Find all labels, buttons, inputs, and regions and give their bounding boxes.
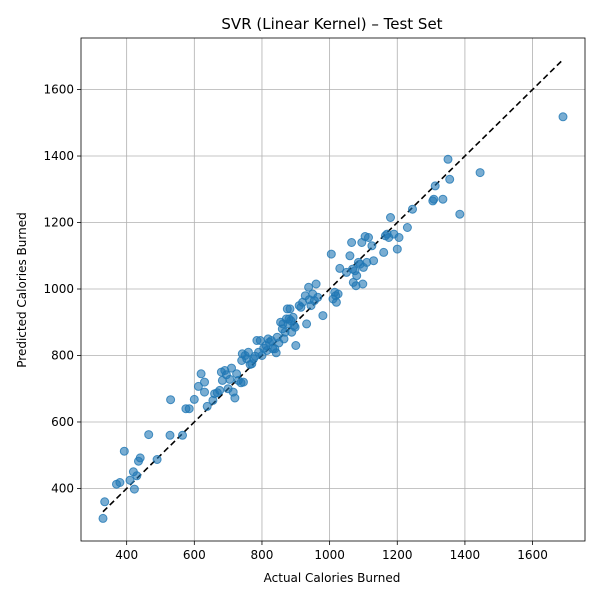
data-point: [445, 174, 455, 184]
data-point: [227, 363, 236, 373]
x-tick-label: 800: [251, 548, 274, 562]
y-tick-label: 1200: [43, 216, 74, 230]
x-tick-label: 600: [183, 548, 206, 562]
data-point: [230, 393, 240, 403]
data-point: [408, 204, 417, 214]
data-point: [352, 271, 362, 281]
data-point: [271, 348, 281, 358]
x-tick-label: 1400: [450, 548, 481, 562]
data-point: [243, 347, 253, 357]
data-point: [333, 289, 343, 299]
data-point: [291, 341, 301, 350]
data-point: [135, 453, 145, 463]
data-point: [115, 478, 125, 487]
y-tick-label: 400: [51, 481, 74, 495]
data-point: [364, 233, 373, 242]
data-point: [200, 387, 209, 397]
data-point: [558, 112, 568, 122]
data-point: [152, 455, 162, 464]
y-tick-label: 1600: [43, 83, 74, 97]
data-point: [331, 297, 341, 307]
data-point: [125, 475, 135, 485]
y-axis-label: Predicted Calories Burned: [15, 212, 29, 367]
data-point: [225, 374, 235, 384]
y-tick-label: 1000: [43, 282, 74, 296]
data-point: [386, 213, 395, 222]
data-point: [367, 241, 377, 251]
x-tick-label: 1200: [382, 548, 413, 562]
data-point: [238, 377, 248, 387]
chart-title: SVR (Linear Kernel) – Test Set: [221, 15, 442, 33]
data-point: [285, 304, 295, 314]
data-point: [311, 279, 321, 289]
x-tick-label: 1600: [517, 548, 548, 562]
x-axis-label: Actual Calories Burned: [264, 571, 401, 585]
data-point: [215, 385, 225, 395]
y-axis-ticks: 400 600 800 1000 1200 1400 1600: [43, 83, 81, 495]
data-point: [369, 256, 379, 266]
data-point: [290, 322, 300, 332]
data-point: [129, 484, 139, 494]
data-point: [392, 244, 402, 254]
data-point: [443, 154, 453, 164]
data-point: [165, 430, 175, 440]
data-point: [189, 394, 199, 404]
data-point: [345, 251, 355, 261]
data-point: [475, 168, 485, 178]
plot-frame: [80, 37, 586, 542]
data-point: [178, 430, 187, 440]
y-tick-label: 1400: [43, 149, 74, 163]
data-point: [455, 209, 465, 219]
data-point: [302, 319, 312, 329]
data-point: [402, 223, 412, 232]
y-tick-label: 800: [51, 348, 74, 362]
data-point: [119, 446, 129, 456]
data-point: [144, 430, 154, 440]
data-point: [379, 247, 389, 257]
data-point: [193, 381, 203, 391]
data-point: [430, 181, 440, 191]
data-point: [288, 312, 298, 322]
data-point: [313, 292, 323, 302]
data-point: [98, 513, 108, 523]
data-point: [132, 471, 142, 481]
data-point: [326, 249, 336, 259]
y-tick-label: 600: [51, 415, 74, 429]
data-points: [98, 112, 568, 523]
data-point: [358, 279, 368, 289]
x-tick-label: 400: [115, 548, 138, 562]
data-point: [438, 194, 448, 204]
data-point: [166, 395, 176, 405]
data-point: [394, 233, 404, 242]
data-point: [318, 311, 328, 321]
data-point: [347, 238, 357, 247]
data-point: [196, 369, 206, 379]
data-point: [429, 194, 439, 204]
data-point: [200, 377, 209, 387]
data-point: [202, 401, 212, 411]
x-axis-ticks: 400 600 800 1000 1200 1400 1600: [115, 541, 548, 562]
data-point: [304, 282, 314, 292]
data-point: [184, 404, 194, 414]
x-tick-label: 1000: [314, 548, 345, 562]
data-point: [335, 263, 345, 273]
data-point: [100, 497, 110, 507]
